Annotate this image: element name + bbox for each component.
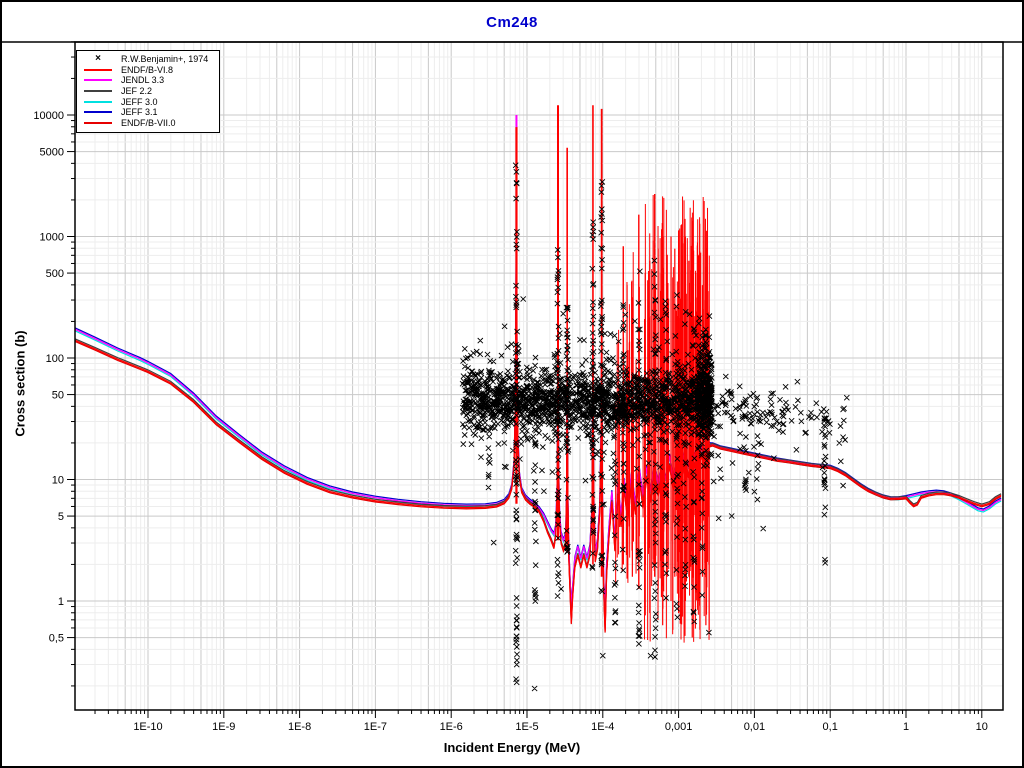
x-axis-label: Incident Energy (MeV) — [443, 740, 581, 755]
legend-label: R.W.Benjamin+, 1974 — [121, 54, 209, 65]
y-tick-label: 5 — [58, 511, 64, 523]
legend-entry: ENDF/B-VI.8 — [81, 65, 215, 76]
legend-label: ENDF/B-VII.0 — [121, 117, 176, 128]
x-tick-label: 0,001 — [665, 721, 693, 733]
y-tick-label: 500 — [46, 268, 64, 280]
x-tick-label: 0,01 — [744, 721, 765, 733]
legend-entry: JEFF 3.1 — [81, 107, 215, 118]
y-tick-label: 0,5 — [49, 633, 64, 645]
legend-line-swatch — [84, 100, 112, 103]
legend-entry: ENDF/B-VII.0 — [81, 118, 215, 129]
y-tick-label: 1000 — [40, 232, 64, 244]
page-title: Cm248 — [486, 14, 538, 31]
legend-line-swatch — [84, 90, 112, 93]
legend-line-swatch — [84, 121, 112, 124]
x-tick-label: 1E-7 — [364, 721, 387, 733]
y-tick-label: 50 — [52, 390, 64, 402]
legend-label: JEFF 3.1 — [121, 107, 158, 118]
legend-line-swatch — [84, 68, 112, 71]
x-tick-label: 1 — [903, 721, 909, 733]
x-tick-label: 10 — [976, 721, 988, 733]
y-tick-label: 5000 — [40, 147, 64, 159]
x-tick-label: 1E-5 — [515, 721, 538, 733]
legend-label: ENDF/B-VI.8 — [121, 64, 174, 75]
x-tick-label: 0,1 — [823, 721, 838, 733]
legend-line-swatch — [84, 111, 112, 114]
experimental-scatter — [459, 162, 850, 692]
y-tick-label: 10000 — [33, 110, 64, 122]
legend-line-swatch — [84, 79, 112, 82]
legend-entry: JEF 2.2 — [81, 86, 215, 97]
x-tick-label: 1E-9 — [212, 721, 235, 733]
legend-box: × R.W.Benjamin+, 1974 ENDF/B-VI.8 JENDL 3.3… — [76, 50, 220, 134]
legend-entry: JENDL 3.3 — [81, 75, 215, 86]
legend-label: JEFF 3.0 — [121, 96, 158, 107]
x-marker-icon: × — [95, 53, 101, 65]
legend-label: JENDL 3.3 — [121, 75, 165, 86]
y-tick-label: 100 — [46, 353, 64, 365]
legend-entry: JEFF 3.0 — [81, 96, 215, 107]
y-axis-label: Cross section (b) — [12, 330, 28, 437]
legend-label: JEF 2.2 — [121, 86, 153, 97]
x-tick-label: 1E-6 — [440, 721, 463, 733]
y-tick-label: 10 — [52, 475, 64, 487]
legend-entry: × R.W.Benjamin+, 1974 — [81, 54, 215, 65]
x-tick-label: 1E-10 — [133, 721, 162, 733]
x-tick-label: 1E-8 — [288, 721, 311, 733]
y-tick-label: 1 — [58, 596, 64, 608]
x-tick-label: 1E-4 — [591, 721, 614, 733]
